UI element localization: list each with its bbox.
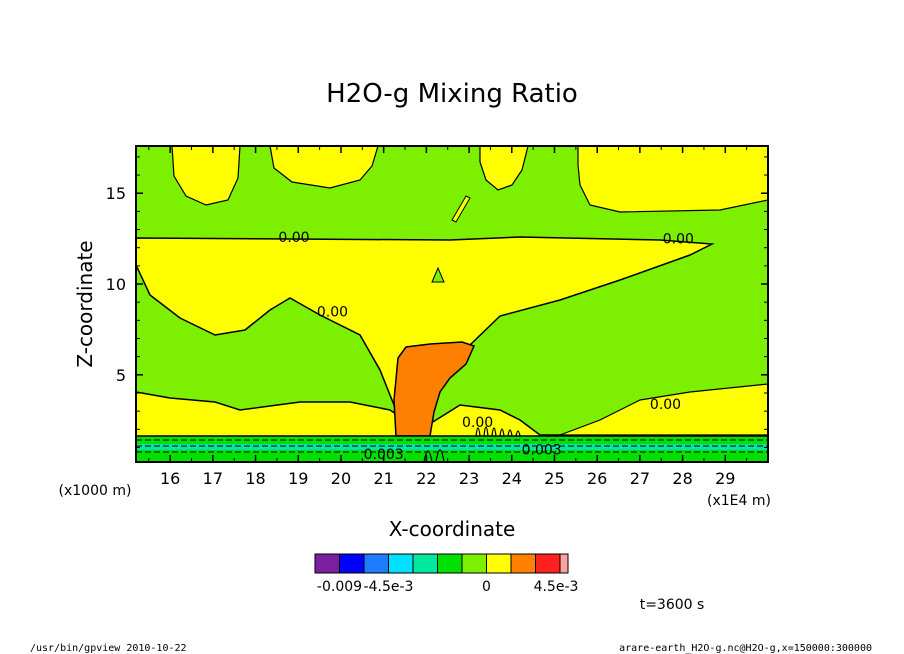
colorbar-swatch [314,553,340,574]
colorbar-swatch [559,553,569,574]
y-tick-label: 10 [106,275,126,294]
positive-region-top-left [171,146,241,206]
colorbar-swatch [412,553,438,574]
plot-frame [135,145,769,463]
colorbar-tick-label: 4.5e-3 [534,579,579,595]
positive-region-top-middle [269,146,379,189]
colorbar-swatch [486,553,512,574]
footer-left: /usr/bin/gpview 2010-10-22 [30,643,187,654]
y-axis-label: Z-coordinate [73,240,97,367]
colorbar-tick-label: 0 [482,579,491,595]
colorbar-swatch [388,553,414,574]
colorbar: -0.009 -4.5e-3 0 4.5e-3 [314,553,579,595]
x-tick-label: 21 [373,469,393,488]
contour-label: 0.00 [317,304,348,320]
footer-right: arare-earth_H2O-g.nc@H2O-g,x=150000:3000… [619,643,872,654]
x-tick-label: 26 [587,469,607,488]
positive-filament [451,195,471,223]
x-unit-left: (x1000 m) [59,483,132,499]
x-axis-label: X-coordinate [389,517,516,541]
chart-title: H2O-g Mixing Ratio [326,79,578,109]
colorbar-tick-label: -0.009 [317,579,362,595]
colorbar-swatch [363,553,389,574]
x-tick-label: 29 [715,469,735,488]
contour-label: 0.003 [522,442,562,458]
x-tick-label: 22 [416,469,436,488]
colorbar-tick-label: -4.5e-3 [364,579,414,595]
dashed-negative-contours [136,439,768,453]
contour-labels: 0.00 0.00 0.00 0.00 0.00 0.003 0.003 [278,230,694,463]
contour-label: 0.00 [663,232,694,248]
near-surface-band-2 [136,444,768,452]
x-tick-label: 27 [630,469,650,488]
positive-region-lower-right [559,383,768,436]
colorbar-swatch [510,553,536,574]
axes: 16 17 18 19 20 21 22 23 24 25 26 27 28 29 5 10 15 [106,145,769,488]
colorbar-swatch [437,553,463,574]
x-tick-label: 23 [459,469,479,488]
colorbar-swatch [339,553,365,574]
positive-region-top-right [479,146,529,191]
time-label: t=3600 s [640,597,705,613]
x-tick-label: 19 [288,469,308,488]
x-tick-label: 25 [544,469,564,488]
colorbar-swatch [461,553,487,574]
contour-label: 0.00 [462,415,493,431]
positive-region-top-far-right [577,146,768,213]
near-surface-band-3 [136,450,768,462]
x-unit-right: (x1E4 m) [707,493,771,509]
oscillating-contours [423,426,521,462]
x-tick-label: 16 [160,469,180,488]
negative-island [431,266,445,283]
contour-label: 0.00 [278,230,309,246]
contour-field [136,146,768,462]
x-tick-label: 28 [672,469,692,488]
x-tick-label: 24 [502,469,522,488]
y-tick-label: 15 [106,184,126,203]
y-tick-label: 5 [116,366,126,385]
contour-label: 0.003 [364,447,404,463]
x-tick-label: 20 [331,469,351,488]
contour-label: 0.00 [650,397,681,413]
x-tick-label: 18 [245,469,265,488]
colorbar-swatch [535,553,561,574]
x-tick-label: 17 [203,469,223,488]
